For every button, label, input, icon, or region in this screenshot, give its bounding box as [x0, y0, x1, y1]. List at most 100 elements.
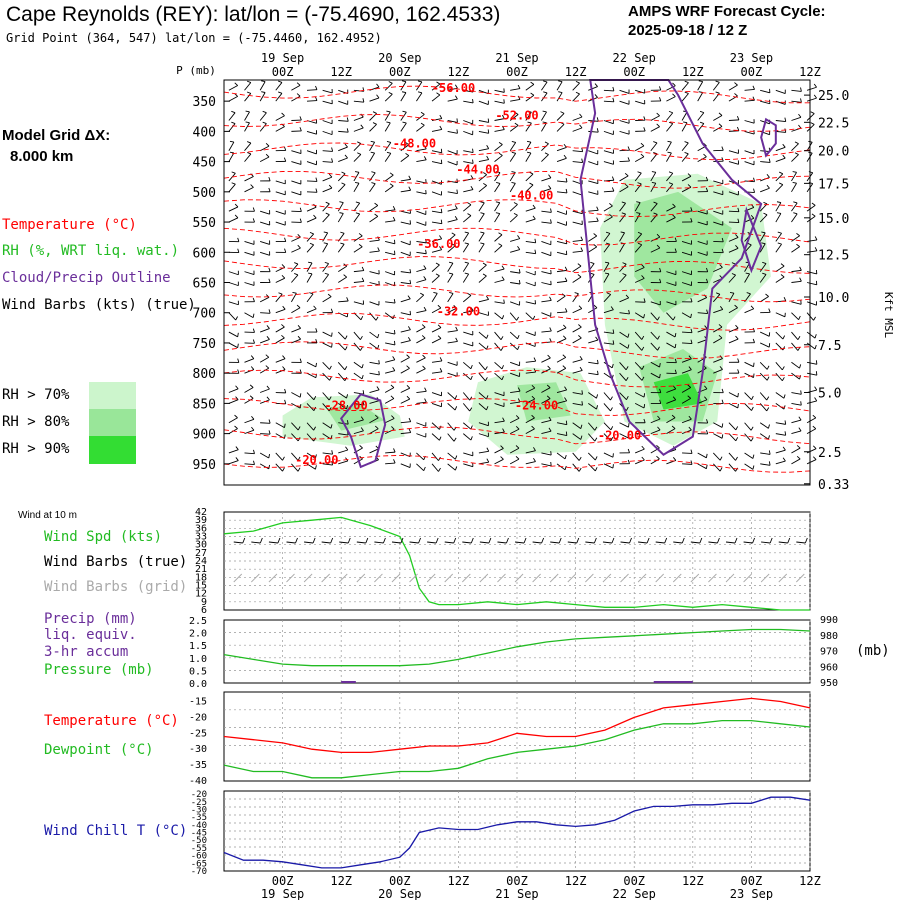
wind-barb [791, 154, 799, 162]
wind-barb-feather [340, 231, 345, 234]
wind-barb-feather [252, 328, 255, 333]
wind-barb [775, 422, 786, 425]
wind-barb-feather [687, 184, 692, 188]
wind-barb-feather [315, 328, 318, 333]
wind-barb [447, 422, 455, 431]
wind-barb-feather [309, 231, 314, 235]
wind-barb-feather [388, 81, 393, 84]
wind-barb [572, 210, 583, 215]
wind-barb-feather [721, 248, 724, 253]
surface-barb-true-feather [242, 537, 246, 544]
wind-barb [369, 389, 380, 393]
wind-barb [306, 150, 317, 155]
wind-barb-feather [627, 157, 630, 162]
wind-barb [588, 339, 599, 344]
wind-barb [369, 282, 380, 286]
wind-barb [275, 180, 286, 185]
wind-barb [634, 244, 643, 253]
wind-barb-feather [439, 436, 442, 441]
wind-barb-feather [386, 151, 391, 154]
wind-barb-feather [355, 201, 360, 204]
wind-barb [556, 269, 568, 273]
wind-barb-feather [596, 394, 599, 399]
temperature-contour-8 [223, 312, 811, 331]
wind-barb-feather [252, 207, 255, 212]
wind-barb [353, 331, 361, 340]
wind-barb [509, 124, 519, 132]
wind-barb [619, 422, 629, 428]
surface-barb-true-feather [418, 537, 421, 544]
wind-barb [509, 428, 520, 435]
wind-barb-feather [688, 355, 692, 360]
surface-barb-true [479, 541, 489, 544]
wind-barb-feather [344, 346, 348, 351]
wind-barb [478, 342, 487, 350]
wind-barb [775, 146, 786, 152]
wind-barb [369, 361, 380, 365]
surface-barb-grid [286, 573, 295, 583]
surface-barb-true [550, 541, 560, 544]
wind-barb [275, 82, 283, 91]
wind-barb [556, 221, 567, 226]
wind-barb-feather [687, 384, 692, 388]
surface-barb-grid [602, 573, 612, 583]
wind-barb [619, 263, 627, 272]
wind-barb [416, 279, 427, 283]
wind-barb [291, 274, 299, 283]
surface-barb-true [409, 541, 419, 544]
wind-barb-feather [610, 436, 614, 441]
windchill-line [223, 796, 811, 869]
wind-barb [682, 463, 693, 465]
legend-temperature: Temperature (°C) [2, 217, 137, 233]
wind-barb [791, 143, 799, 152]
wind-barb [244, 251, 255, 256]
wind-barb [635, 448, 645, 454]
wind-barb [478, 120, 489, 123]
wind-barb-feather [590, 272, 595, 275]
wind-barb [322, 120, 333, 125]
wind-barb-feather [659, 373, 661, 379]
wind-barb [806, 459, 817, 465]
wind-barb-feather [495, 212, 500, 214]
wind-barb [635, 100, 645, 105]
wind-barb [728, 150, 739, 154]
wind-barb-feather [653, 141, 658, 144]
time-tick-top: 00Z [506, 65, 528, 79]
wind-barb [431, 191, 442, 196]
wind-barb [791, 89, 802, 92]
wind-barb-feather [735, 245, 739, 249]
wind-barb [603, 161, 614, 165]
wind-barb-feather [578, 467, 582, 472]
wind-barb [712, 294, 721, 303]
surface-barb-grid [391, 573, 401, 583]
wind-barb [791, 361, 800, 369]
wind-barb [447, 98, 458, 102]
wind-barb [541, 312, 551, 317]
wind-barb-feather [486, 155, 490, 160]
wind-barb-feather [330, 308, 334, 313]
wind-barb-feather [721, 237, 724, 242]
wind-barb [431, 360, 442, 363]
wind-barb-feather [486, 447, 490, 452]
surface-barb-grid [725, 573, 735, 583]
wind-barb-feather [611, 187, 615, 192]
wind-barb-feather [281, 334, 285, 339]
wind-barb [634, 213, 641, 223]
wind-barb-feather [594, 437, 598, 442]
wind-barb [400, 155, 410, 162]
pressure-tick-label: 350 [193, 95, 216, 110]
wind-barb-feather [409, 279, 412, 284]
wind-barb [681, 369, 692, 374]
wind-barb [603, 463, 614, 469]
dewpoint-line [223, 719, 811, 779]
wind-barb [400, 387, 410, 393]
surface-barb-true [796, 541, 806, 544]
wind-barb-feather [718, 334, 723, 339]
wind-barb-feather [234, 425, 238, 429]
wind-barb [509, 417, 520, 424]
wind-barb-feather [781, 366, 785, 371]
wind-barb-feather [517, 245, 521, 250]
wind-barb-feather [323, 242, 328, 245]
wind-barb [775, 433, 786, 436]
wind-barb-feather [268, 176, 271, 182]
